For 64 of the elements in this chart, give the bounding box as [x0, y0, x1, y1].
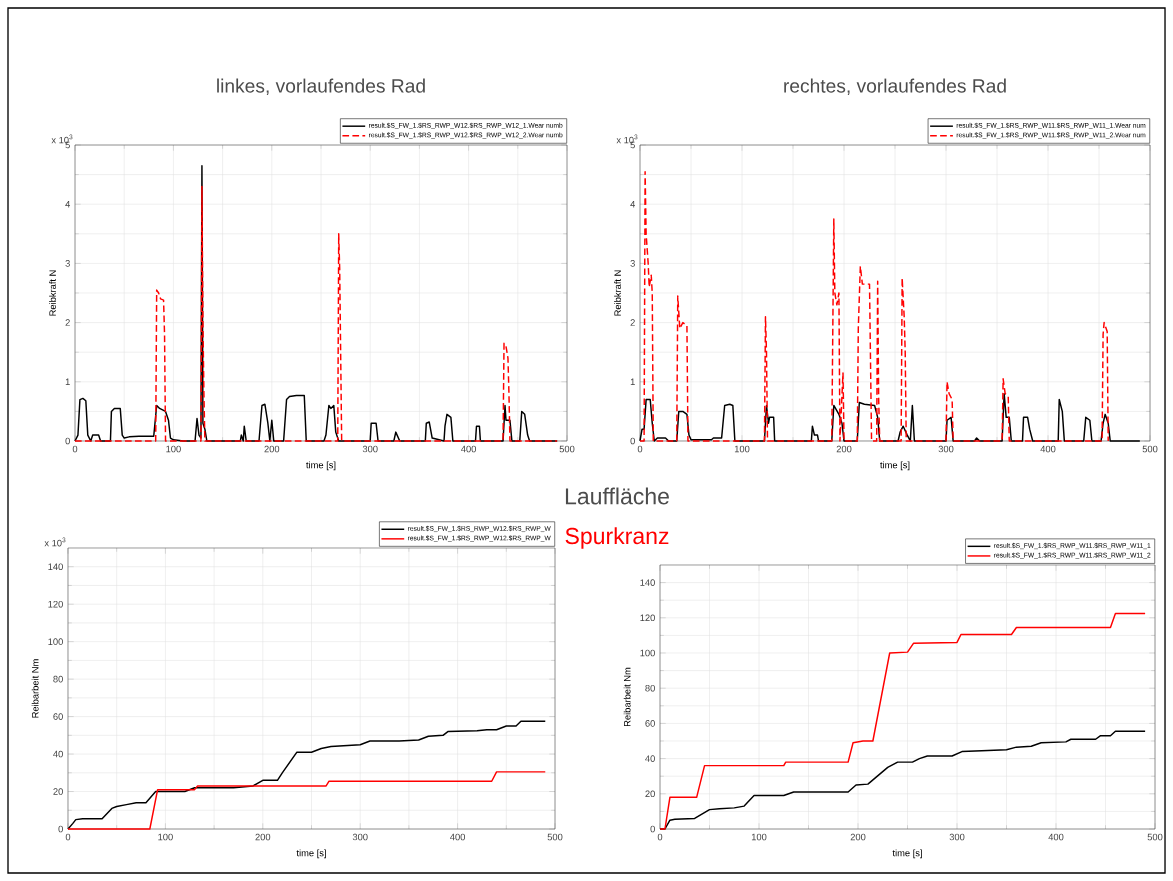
x-axis-title: time [s] — [296, 849, 326, 859]
y-tick-label: 1 — [65, 378, 70, 386]
y-tick-label: 0 — [650, 825, 655, 833]
text: x 10$^{3}$ — [44, 537, 66, 547]
x-tick-label: 500 — [559, 445, 575, 453]
chart-title: rechtes, vorlaufendes Rad — [784, 78, 1006, 95]
y-tick-label: 0 — [58, 825, 63, 833]
x-axis-title: time [s] — [880, 461, 910, 471]
y-tick-label: 20 — [53, 788, 63, 795]
y-tick-label: 1 — [630, 378, 635, 386]
y-tick-label: 120 — [48, 600, 63, 608]
x-tick-label: 500 — [1142, 445, 1158, 453]
x-axis-title: time [s] — [306, 461, 336, 471]
y-tick-label: 0 — [630, 437, 635, 445]
x-tick-label: 300 — [938, 445, 954, 453]
x-tick-label: 200 — [255, 833, 271, 841]
x-tick-label: 100 — [734, 445, 750, 453]
y-tick-label: 60 — [53, 713, 63, 720]
x-tick-label: 0 — [72, 445, 78, 453]
x-tick-label: 500 — [1147, 833, 1163, 841]
y-tick-label: 4 — [65, 200, 71, 208]
text: Spurkranz — [565, 527, 669, 549]
y-axis-title: Reibkraft N — [49, 270, 56, 316]
y-tick-label: 4 — [630, 200, 636, 208]
y-tick-label: 100 — [48, 638, 63, 645]
x-axis-title: time [s] — [892, 849, 922, 859]
x-tick-label: 200 — [836, 445, 852, 453]
x-tick-label: 400 — [1040, 445, 1056, 453]
x-tick-label: 100 — [158, 833, 173, 841]
x-tick-label: 400 — [461, 445, 477, 453]
x-tick-label: 200 — [850, 833, 866, 841]
text: Lauffläche — [565, 487, 669, 505]
y-tick-label: 0 — [65, 437, 70, 445]
x-tick-label: 300 — [949, 833, 965, 841]
chart-title: linkes, vorlaufendes Rad — [217, 78, 425, 95]
y-tick-label: 2 — [65, 319, 70, 326]
x-tick-label: 100 — [751, 833, 767, 841]
x-tick-label: 300 — [362, 445, 378, 453]
y-axis-title: Reibarbeit Nm — [31, 659, 39, 718]
x-tick-label: 0 — [657, 833, 663, 841]
line-series — [639, 170, 1109, 442]
y-tick-label: 3 — [65, 260, 70, 267]
x-tick-label: 300 — [352, 833, 368, 841]
x-tick-label: 400 — [450, 833, 466, 841]
y-tick-label: 60 — [645, 720, 655, 727]
y-tick-label: 80 — [645, 684, 655, 692]
y-tick-label: 2 — [630, 319, 635, 326]
x-tick-label: 200 — [264, 445, 280, 453]
y-tick-label: 40 — [53, 750, 63, 758]
y-tick-label: 20 — [645, 790, 655, 798]
x-tick-label: 400 — [1048, 833, 1064, 841]
y-tick-label: 40 — [645, 755, 655, 762]
x-tick-label: 500 — [547, 833, 563, 841]
y-axis-title: Reibkraft N — [614, 270, 621, 316]
x-tick-label: 100 — [166, 445, 181, 453]
y-tick-label: 3 — [630, 260, 635, 267]
y-axis-title: Reibarbeit Nm — [623, 667, 631, 727]
y-tick-label: 80 — [53, 675, 63, 683]
y-tick-label: 140 — [48, 563, 63, 571]
line-series — [639, 392, 1141, 442]
y-tick-label: 120 — [640, 614, 655, 622]
y-tick-label: 100 — [640, 649, 655, 657]
line-series — [659, 612, 1146, 830]
y-tick-label: 140 — [640, 579, 655, 586]
